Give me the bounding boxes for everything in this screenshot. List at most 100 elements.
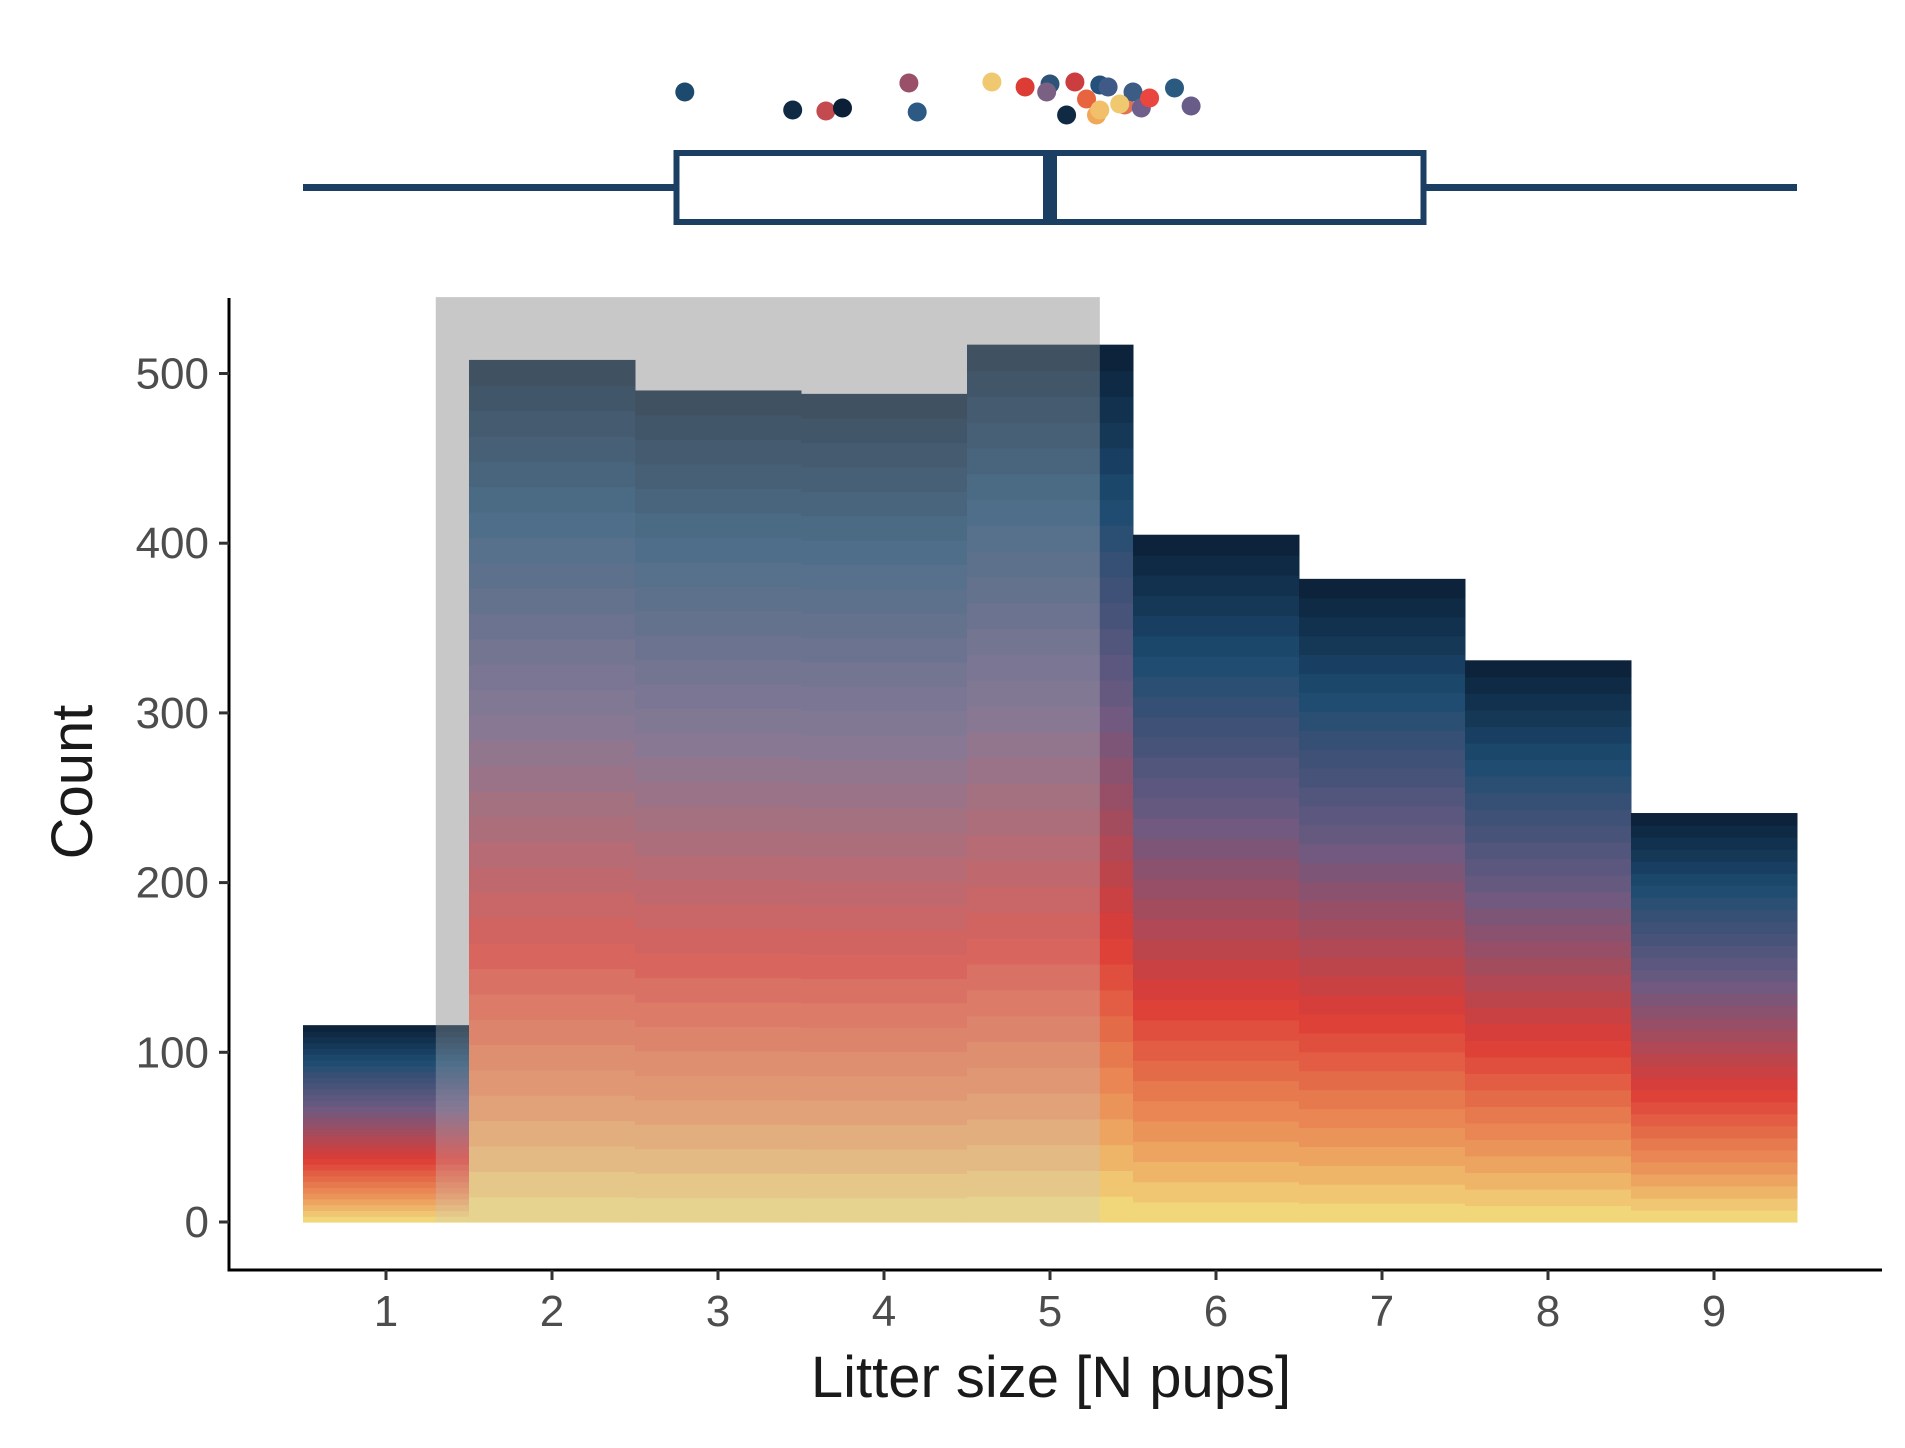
bar-band (303, 1204, 470, 1212)
bar-band (1631, 1125, 1798, 1139)
x-axis-title: Litter size [N pups] (811, 1345, 1291, 1410)
jitter-point (833, 98, 852, 118)
bar-band (303, 1210, 470, 1217)
shaded-overlay-layer (435, 297, 1100, 1222)
bar-band (1465, 1139, 1632, 1157)
bar-band (469, 1120, 636, 1147)
bar-band (1631, 861, 1798, 874)
jitter-point (982, 72, 1002, 92)
bar-band (967, 473, 1134, 501)
bar-band (801, 1051, 968, 1077)
bar-band (1465, 1023, 1632, 1041)
bar-band (801, 832, 968, 858)
bar-band (469, 1171, 636, 1198)
jitter-point (1181, 96, 1201, 116)
bar-band (1299, 957, 1466, 977)
bar-band (1299, 578, 1466, 599)
bar-band (635, 879, 802, 905)
bar-band (469, 790, 636, 817)
bar-band (635, 610, 802, 636)
bar-band (1299, 1108, 1466, 1129)
bar-band (967, 886, 1134, 913)
bar-band (469, 385, 636, 412)
bar-band (1631, 1077, 1798, 1091)
jitter-point (675, 82, 695, 102)
bar-band (1465, 775, 1632, 794)
bar-band (1133, 777, 1300, 799)
y-tick-label: 100 (136, 1028, 209, 1077)
y-axis-title: Count (40, 705, 105, 860)
bar-band (1465, 858, 1632, 876)
bar-band (801, 1075, 968, 1101)
bar-band (801, 929, 968, 955)
bar-band (1465, 1040, 1632, 1058)
jitter-point (783, 100, 803, 120)
bar-band (635, 463, 802, 489)
jitter-point (1015, 77, 1035, 97)
bar-band (967, 370, 1134, 397)
bar-band (1631, 969, 1798, 983)
bar-band (469, 435, 636, 462)
y-tick-label: 300 (136, 689, 209, 738)
bar-band (1299, 730, 1466, 750)
bar-band (469, 1069, 636, 1096)
bar-band (801, 491, 968, 517)
bar-band (1465, 974, 1632, 992)
bar-band (303, 1071, 470, 1078)
bar-band (1631, 1137, 1798, 1151)
bar-band (1631, 873, 1798, 886)
bar-band (303, 1036, 470, 1044)
bar-band (635, 1026, 802, 1052)
bar-band (967, 1041, 1134, 1068)
bar-band (1133, 979, 1300, 1001)
bar-band (1133, 595, 1300, 617)
bar-band (1465, 891, 1632, 909)
bar-band (1299, 805, 1466, 826)
bar-band (635, 1075, 802, 1101)
bar-band (303, 1152, 470, 1159)
bar-band (303, 1146, 470, 1154)
bar-band (469, 714, 636, 741)
bar-band (1133, 1141, 1300, 1162)
bar-band (1465, 759, 1632, 777)
bar-band (967, 680, 1134, 707)
bar-band (801, 905, 968, 931)
bar-band (1299, 786, 1466, 807)
bar-band (967, 912, 1134, 939)
bar-band (967, 938, 1134, 965)
bar-band (303, 1123, 470, 1130)
bar-band (1631, 813, 1798, 826)
bar-band (469, 1196, 636, 1223)
bar-band (1465, 1188, 1632, 1207)
bar-band (635, 781, 802, 807)
bar-band (469, 359, 636, 386)
bar-band (967, 447, 1134, 475)
bar-band (1133, 1120, 1300, 1142)
bar-band (1299, 881, 1466, 902)
bar-band (1133, 1100, 1300, 1122)
bar-band (1299, 654, 1466, 675)
bar-band (635, 439, 802, 465)
bar-9 (1631, 813, 1798, 1223)
bar-band (1299, 1146, 1466, 1166)
bar-band (303, 1175, 470, 1183)
bar-band (1465, 808, 1632, 827)
bar-band (303, 1083, 470, 1090)
bar-band (469, 740, 636, 767)
bar-band (801, 807, 968, 833)
jitter-point (1065, 72, 1085, 92)
bar-band (1631, 1173, 1798, 1187)
bar-band (635, 561, 802, 587)
x-tick-label: 5 (1038, 1287, 1062, 1336)
bar-band (635, 488, 802, 514)
bar-band (967, 809, 1134, 836)
bar-band (1133, 656, 1300, 677)
bar-band (469, 638, 636, 665)
bar-7 (1299, 578, 1466, 1223)
bar-band (1299, 1089, 1466, 1110)
bar-band (469, 512, 636, 539)
bar-band (801, 686, 968, 712)
x-tick-label: 6 (1204, 1287, 1228, 1336)
bar-band (1133, 918, 1300, 940)
bar-band (967, 860, 1134, 888)
